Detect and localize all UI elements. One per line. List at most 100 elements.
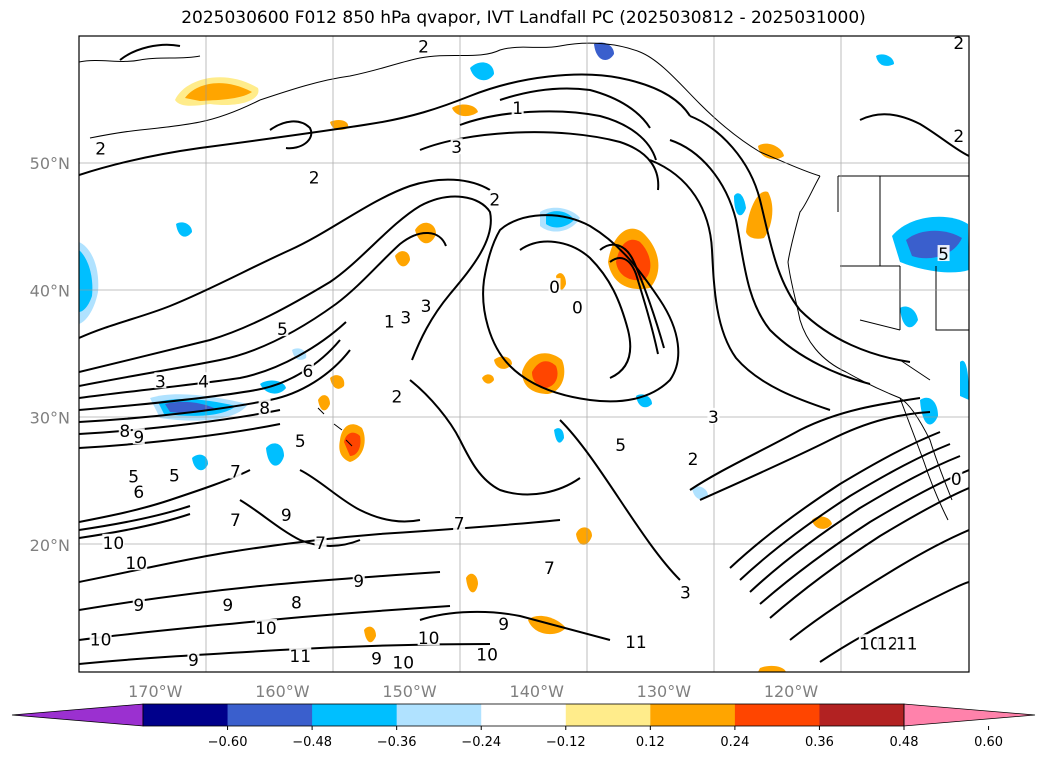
contour-label-background: [390, 387, 403, 404]
contour-line: [79, 505, 191, 531]
positive-anomaly-patch: [494, 356, 512, 369]
contour-label-background: [614, 435, 627, 452]
positive-anomaly-patch: [812, 516, 832, 529]
contour-line: [519, 240, 632, 379]
contour-label-background: [950, 470, 963, 487]
contour-line: [729, 431, 941, 569]
contour-label-background: [937, 245, 950, 262]
negative-anomaly-patch: [192, 454, 208, 471]
contour-line: [79, 519, 561, 583]
contour-label-background: [308, 168, 321, 185]
contour-line: [419, 610, 611, 641]
contour-label-background: [679, 583, 692, 600]
negative-anomaly-patch: [692, 486, 708, 500]
contour-label-background: [450, 138, 463, 155]
negative-anomaly-patch: [876, 54, 894, 66]
latitude-label: 30°N: [30, 409, 70, 428]
hawaii-islands: [317, 407, 353, 447]
contour-label: 3: [155, 372, 166, 392]
longitude-label: 140°W: [510, 682, 565, 701]
latitude-label: 50°N: [30, 154, 70, 173]
negative-anomaly-patch: [960, 360, 969, 400]
negative-anomaly-patch: [79, 250, 93, 312]
contour-line: [459, 110, 657, 161]
contour-label-background: [476, 645, 499, 662]
contour-label: 3: [421, 297, 432, 317]
positive-anomaly-patch: [482, 374, 494, 384]
contour-label: 9: [133, 428, 144, 448]
colorbar-segment: [312, 704, 398, 726]
contour-line: [299, 469, 421, 523]
contour-label: 2: [953, 127, 964, 147]
negative-anomaly-patch: [470, 62, 494, 81]
contour-label: 7: [454, 515, 465, 535]
colorbar-tick-label: −0.24: [461, 735, 501, 750]
latitude-label: 20°N: [30, 536, 70, 555]
negative-anomaly-patch: [176, 222, 192, 237]
contour-label: 5: [169, 466, 180, 486]
colorbar-extend-high: [903, 703, 1036, 727]
contour-label-background: [289, 647, 312, 664]
contour-line: [79, 423, 281, 449]
positive-anomaly-patch: [318, 395, 330, 411]
contour-label: 9: [498, 615, 509, 635]
positive-anomaly-patch: [576, 527, 592, 545]
contour-label: 2: [309, 169, 320, 189]
colorbar-tick-label: 0.60: [974, 735, 1003, 750]
colorbar-tick-label: 0.36: [805, 735, 834, 750]
contour-line: [559, 419, 681, 581]
contour-label-background: [511, 98, 524, 115]
contour-label: 10: [103, 534, 125, 554]
contour-line: [859, 113, 969, 157]
map-title: 2025030600 F012 850 hPa qvapor, IVT Land…: [181, 8, 866, 28]
contour-label-background: [352, 571, 365, 588]
contour-label: 2: [391, 388, 402, 408]
contour-label-background: [417, 37, 430, 54]
contour-label: 5: [128, 468, 139, 488]
alaska-coast: [79, 42, 821, 177]
contour-label: 10: [418, 629, 440, 649]
contour-label-background: [876, 634, 899, 651]
contour-label-background: [132, 596, 145, 613]
contour-label: 2: [95, 139, 106, 159]
contour-label-background: [280, 505, 293, 522]
colorbar-segment: [481, 704, 567, 726]
contour-label-background: [301, 362, 314, 379]
colorbar-tick-label: −0.36: [377, 735, 417, 750]
contour-label-background: [420, 297, 433, 314]
contour-label-background: [94, 139, 107, 156]
contour-label-background: [399, 308, 412, 325]
contour-label-background: [314, 533, 327, 550]
contour-label-background: [197, 372, 210, 389]
contour-label: 0: [549, 278, 560, 298]
contour-label-background: [488, 190, 501, 207]
contour-label: 10: [476, 646, 498, 666]
contour-label-background: [127, 467, 140, 484]
contour-label-background: [229, 462, 242, 479]
colorbar-segment: [734, 704, 820, 726]
contour-label: 6: [133, 483, 144, 503]
contour-label: 2: [688, 450, 699, 470]
contour-label-background: [952, 36, 965, 50]
positive-anomaly-patch: [758, 143, 784, 160]
contour-line: [819, 581, 969, 663]
contour-label: 11: [625, 633, 647, 653]
contour-label-background: [221, 596, 234, 613]
contour-label: 12: [877, 634, 899, 654]
alaska-peninsula: [89, 99, 261, 139]
contour-label: 5: [938, 245, 949, 265]
contour-label: 7: [315, 534, 326, 554]
contour-label: 7: [544, 559, 555, 579]
contour-line: [79, 321, 347, 399]
contour-label-background: [168, 466, 181, 483]
contour-line: [769, 487, 969, 619]
contour-label-background: [392, 653, 415, 670]
colorbar-extend-low: [11, 703, 144, 727]
contour-label: 10: [859, 634, 881, 654]
negative-anomaly-patch: [900, 306, 918, 328]
contour-line: [689, 397, 921, 491]
colorbar-segment: [819, 704, 905, 726]
positive-anomaly-patch: [758, 665, 786, 672]
contour-label: 10: [255, 619, 277, 639]
latitude-label: 40°N: [30, 281, 70, 300]
